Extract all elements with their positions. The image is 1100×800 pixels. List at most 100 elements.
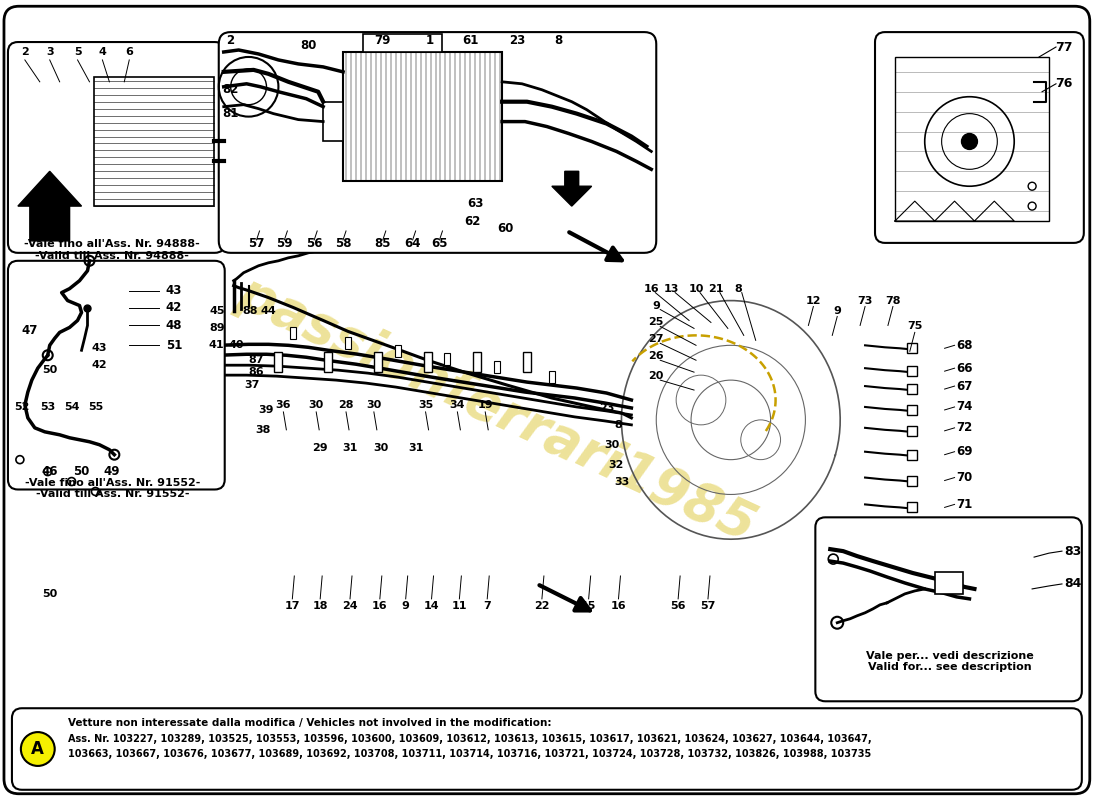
Text: 24: 24 — [342, 601, 358, 611]
Text: 30: 30 — [366, 400, 382, 410]
Text: 30: 30 — [604, 440, 619, 450]
Text: 16: 16 — [610, 601, 626, 611]
Text: 8: 8 — [554, 34, 563, 46]
Text: 19: 19 — [477, 400, 493, 410]
Text: 80: 80 — [300, 38, 317, 51]
Text: 3: 3 — [46, 47, 54, 57]
Polygon shape — [18, 171, 81, 241]
Bar — [274, 352, 283, 372]
Text: 64: 64 — [405, 238, 421, 250]
Bar — [935, 572, 962, 594]
Text: 53: 53 — [40, 402, 55, 412]
FancyBboxPatch shape — [815, 518, 1081, 702]
Text: 60: 60 — [497, 222, 514, 235]
Text: 9: 9 — [652, 301, 660, 310]
Bar — [549, 371, 554, 383]
Text: 9: 9 — [834, 306, 842, 315]
Bar — [363, 34, 442, 52]
Bar — [395, 346, 400, 358]
Text: passionferrari1985: passionferrari1985 — [230, 267, 764, 553]
Text: Vetture non interessate dalla modifica / Vehicles not involved in the modificati: Vetture non interessate dalla modifica /… — [67, 718, 551, 728]
Text: 12: 12 — [805, 295, 821, 306]
Text: A: A — [31, 740, 44, 758]
Text: 13: 13 — [663, 284, 679, 294]
Text: 31: 31 — [342, 442, 358, 453]
Text: 56: 56 — [306, 238, 322, 250]
Text: 22: 22 — [535, 601, 550, 611]
Text: 50: 50 — [42, 589, 57, 599]
Text: 4: 4 — [99, 47, 107, 57]
Bar — [424, 352, 431, 372]
Text: 9: 9 — [402, 601, 409, 611]
Bar — [906, 366, 916, 376]
FancyBboxPatch shape — [12, 708, 1081, 790]
Text: 54: 54 — [64, 402, 79, 412]
Text: 83: 83 — [1064, 545, 1081, 558]
Circle shape — [21, 732, 55, 766]
Text: 10: 10 — [689, 284, 704, 294]
Text: 32: 32 — [608, 460, 624, 470]
Text: 16: 16 — [644, 284, 659, 294]
Text: 42: 42 — [166, 301, 183, 314]
Text: 39: 39 — [258, 405, 274, 415]
Bar — [906, 343, 916, 354]
Text: 49: 49 — [103, 465, 120, 478]
Text: 50: 50 — [42, 365, 57, 375]
Text: 2: 2 — [227, 34, 234, 46]
Bar — [906, 426, 916, 436]
Text: 61: 61 — [462, 34, 478, 46]
Text: 58: 58 — [334, 238, 351, 250]
Text: 27: 27 — [649, 334, 664, 344]
Text: 26: 26 — [648, 351, 664, 362]
FancyBboxPatch shape — [219, 32, 657, 253]
Text: 33: 33 — [614, 477, 629, 486]
Text: 45: 45 — [209, 306, 224, 315]
FancyBboxPatch shape — [4, 6, 1090, 794]
FancyBboxPatch shape — [8, 42, 224, 253]
Text: 87: 87 — [249, 355, 264, 366]
Circle shape — [84, 305, 91, 312]
Bar — [345, 338, 351, 350]
Text: 51: 51 — [166, 339, 183, 352]
Text: 30: 30 — [373, 442, 388, 453]
Text: 57: 57 — [249, 238, 265, 250]
Text: 38: 38 — [255, 425, 271, 435]
Text: 67: 67 — [957, 379, 972, 393]
Text: 21: 21 — [708, 284, 724, 294]
Text: 8: 8 — [615, 420, 623, 430]
Text: 76: 76 — [1055, 78, 1072, 90]
Text: 31: 31 — [408, 442, 424, 453]
Text: 46: 46 — [42, 465, 58, 478]
Text: 71: 71 — [957, 498, 972, 511]
Bar — [906, 475, 916, 486]
Bar — [494, 362, 501, 373]
Text: 8: 8 — [734, 284, 741, 294]
Text: 50: 50 — [74, 465, 90, 478]
Text: 65: 65 — [431, 238, 448, 250]
Text: 23: 23 — [598, 403, 614, 413]
Bar — [906, 384, 916, 394]
Text: 2: 2 — [21, 47, 29, 57]
Text: Vale per... vedi descrizione
Valid for... see description: Vale per... vedi descrizione Valid for..… — [866, 650, 1034, 672]
Text: 35: 35 — [418, 400, 433, 410]
Text: 75: 75 — [908, 322, 923, 331]
Bar — [473, 352, 482, 372]
Text: 62: 62 — [464, 214, 481, 227]
Text: 44: 44 — [261, 306, 276, 315]
Text: 55: 55 — [88, 402, 103, 412]
Text: -Vale fino all'Ass. Nr. 91552-
-Valid till Ass. Nr. 91552-: -Vale fino all'Ass. Nr. 91552- -Valid ti… — [24, 478, 200, 499]
Bar — [343, 52, 502, 182]
Text: 1: 1 — [426, 34, 433, 46]
Text: 82: 82 — [222, 83, 239, 96]
Bar — [444, 354, 450, 365]
Text: 86: 86 — [249, 367, 264, 377]
Bar — [324, 352, 332, 372]
Bar — [906, 502, 916, 512]
Text: 37: 37 — [244, 380, 260, 390]
Text: 74: 74 — [957, 401, 972, 414]
Text: 84: 84 — [1064, 578, 1081, 590]
Text: 17: 17 — [285, 601, 300, 611]
Bar — [290, 327, 296, 339]
Text: -Vale fino all'Ass. Nr. 94888-
-Valid till Ass. Nr. 94888-: -Vale fino all'Ass. Nr. 94888- -Valid ti… — [24, 239, 200, 261]
Text: 25: 25 — [649, 318, 664, 327]
